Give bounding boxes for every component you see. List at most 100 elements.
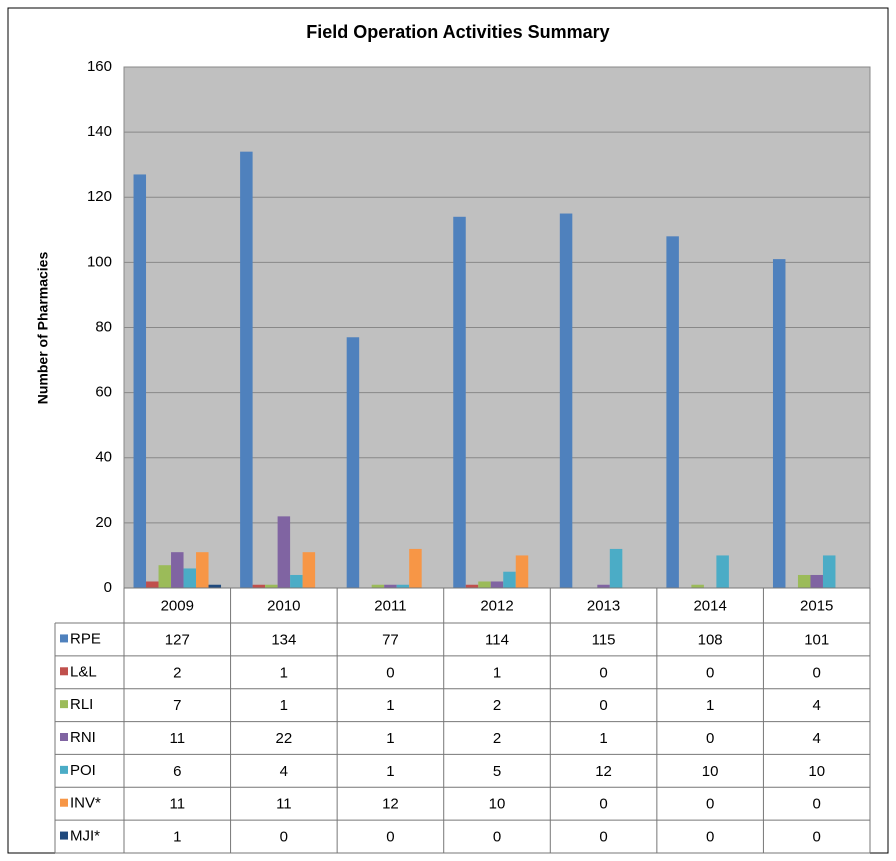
table-value: 0 [813,664,821,681]
table-value: 7 [173,697,181,714]
table-value: 1 [706,697,714,714]
table-value: 2 [493,697,501,714]
x-tick-label: 2012 [480,597,513,614]
table-value: 1 [386,763,394,780]
bar [208,584,222,588]
bar [609,548,623,588]
table-value: 11 [169,730,185,747]
bar [772,259,786,588]
bar [183,568,197,588]
legend-label: RNI [70,729,96,746]
table-value: 0 [599,697,607,714]
bar [277,516,291,588]
table-value: 0 [386,664,394,681]
y-tick-label: 120 [87,188,112,205]
table-value: 0 [493,829,501,846]
bar [346,337,360,588]
table-value: 0 [813,796,821,813]
table-value: 101 [804,631,829,648]
bar [503,571,516,588]
legend-label: RPE [70,630,101,647]
legend-label: MJI* [70,828,100,845]
table-value: 6 [173,763,181,780]
bar [396,584,410,588]
table-value: 22 [276,730,293,747]
table-value: 5 [493,763,501,780]
bar [478,581,491,588]
bar [797,574,811,588]
legend-label: RLI [70,696,93,713]
bar [465,584,479,588]
legend-label: INV* [70,795,101,812]
bar [691,584,704,588]
table-value: 4 [813,697,821,714]
bar [597,584,610,588]
bar [453,216,466,588]
bar [716,555,729,588]
table-value: 2 [173,664,181,681]
table-value: 4 [813,730,821,747]
table-value: 1 [280,664,288,681]
bar [384,584,397,588]
table-value: 115 [592,631,616,648]
table-value: 11 [276,796,292,813]
legend-label: L&L [70,663,97,680]
table-value: 0 [706,730,714,747]
bar [666,236,679,588]
x-tick-label: 2014 [693,597,726,614]
x-tick-label: 2013 [587,597,620,614]
table-value: 12 [382,796,399,813]
table-value: 1 [599,730,607,747]
table-value: 127 [165,631,190,648]
table-value: 0 [599,796,607,813]
bar [515,555,529,588]
bar [290,574,303,588]
legend-swatch [60,634,68,643]
bar [265,584,278,588]
table-value: 10 [702,763,719,780]
y-tick-label: 160 [87,58,112,75]
table-value: 1 [493,664,501,681]
legend-swatch [60,765,68,774]
bar [133,174,147,589]
table-value: 0 [706,829,714,846]
table-value: 0 [386,829,394,846]
bar [171,552,184,588]
y-tick-label: 20 [95,514,112,531]
legend-swatch [60,831,68,840]
chart-title: Field Operation Activities Summary [306,22,609,42]
y-tick-label: 60 [95,384,112,401]
table-value: 12 [595,763,612,780]
table-value: 11 [169,796,185,813]
table-value: 0 [599,664,607,681]
y-tick-label: 140 [87,123,112,140]
table-value: 0 [706,796,714,813]
table-value: 10 [808,763,825,780]
table-value: 1 [386,697,394,714]
x-tick-label: 2010 [267,597,300,614]
table-value: 108 [698,631,723,648]
table-value: 114 [485,631,509,648]
table-value: 1 [386,730,394,747]
legend-label: POI [70,762,96,779]
table-value: 1 [173,829,181,846]
y-tick-label: 80 [95,318,112,335]
x-tick-label: 2009 [161,597,194,614]
table-value: 0 [706,664,714,681]
table-value: 2 [493,730,501,747]
table-value: 77 [382,631,399,648]
table-value: 4 [280,763,288,780]
table-value: 134 [271,631,296,648]
bar [240,151,253,588]
y-tick-label: 0 [104,579,112,596]
table-value: 10 [489,796,506,813]
x-tick-label: 2015 [800,597,833,614]
table-value: 0 [280,829,288,846]
table-value: 0 [599,829,607,846]
bar [409,548,422,588]
legend-swatch [60,733,68,741]
y-tick-label: 100 [87,253,112,270]
table-value: 1 [280,697,288,714]
bar [146,581,159,588]
